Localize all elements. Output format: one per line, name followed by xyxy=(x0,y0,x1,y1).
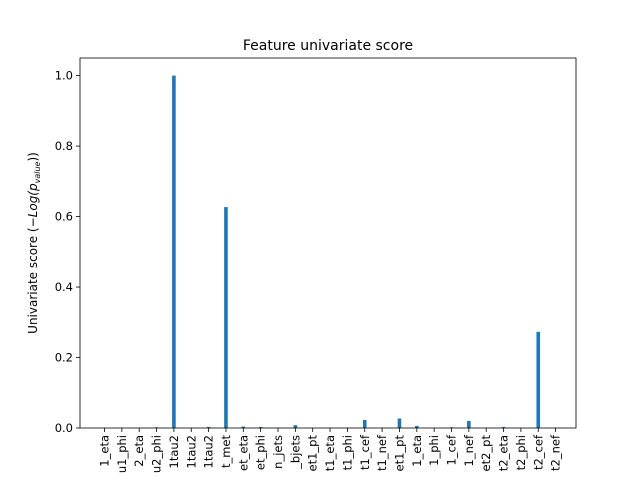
x-tick-label: 1_cef xyxy=(445,434,459,465)
x-tick-label: et2_pt xyxy=(479,435,493,472)
y-tick-label: 0.4 xyxy=(55,280,73,294)
bar xyxy=(258,426,263,428)
bar xyxy=(293,425,298,428)
plot-frame xyxy=(79,57,577,429)
y-tick-label: 0.8 xyxy=(55,139,73,153)
x-axis: 1_eta u1_phi 2_eta u2_phi 1tau2 1tau2 1tau2 t_m… xyxy=(98,428,563,473)
x-tick-label: t1_cef xyxy=(358,434,372,470)
x-tick-label: et_eta xyxy=(236,435,250,471)
x-tick-label: 1_eta xyxy=(410,435,424,467)
bar xyxy=(467,420,471,428)
bar xyxy=(241,426,246,428)
y-axis-label: Univariate score (−Log(pvalue)) xyxy=(26,152,42,334)
y-tick-label: 1.0 xyxy=(55,69,73,83)
x-tick-label: 1_nef xyxy=(462,434,476,466)
x-tick-label: t1_eta xyxy=(323,435,337,471)
x-tick-label: 1tau2 xyxy=(202,435,216,468)
x-tick-label: u2_phi xyxy=(150,435,164,473)
x-tick-label: t1_nef xyxy=(375,434,389,471)
bar xyxy=(206,426,211,428)
x-tick-label: t2_eta xyxy=(497,435,511,471)
x-tick-label: 1_eta xyxy=(98,435,112,467)
x-tick-label: t1_phi xyxy=(340,435,354,470)
y-tick-label: 0.6 xyxy=(55,210,73,224)
bar xyxy=(397,418,402,428)
bars-group xyxy=(154,75,541,429)
bar xyxy=(172,75,176,429)
x-tick-label: _bjets xyxy=(288,435,302,470)
x-tick-label: 1_phi xyxy=(427,435,441,466)
x-tick-label: t2_cef xyxy=(531,434,545,470)
x-tick-label: 2_eta xyxy=(132,435,146,467)
chart-title: Feature univariate score xyxy=(243,38,413,54)
bar xyxy=(501,426,506,428)
x-tick-label: t2_nef xyxy=(549,434,563,471)
bar xyxy=(536,331,541,428)
x-tick-label: 1tau2 xyxy=(184,435,198,468)
x-tick-label: t_met xyxy=(219,435,233,469)
x-tick-label: et_phi xyxy=(254,435,268,470)
x-tick-label: u1_phi xyxy=(115,435,129,473)
x-tick-label: et1_pt xyxy=(392,435,406,472)
bar xyxy=(415,425,419,428)
y-axis: 0.0 0.2 0.4 0.6 0.8 1.0 xyxy=(55,69,80,435)
bar xyxy=(362,419,367,428)
y-tick-label: 0.2 xyxy=(55,351,73,365)
bar xyxy=(224,207,228,428)
x-tick-label: 1tau2 xyxy=(167,435,181,468)
x-tick-label: n_jets xyxy=(271,435,285,469)
x-tick-label: et1_pt xyxy=(306,435,320,472)
y-tick-label: 0.0 xyxy=(55,421,73,435)
x-tick-label: t2_phi xyxy=(514,435,528,470)
